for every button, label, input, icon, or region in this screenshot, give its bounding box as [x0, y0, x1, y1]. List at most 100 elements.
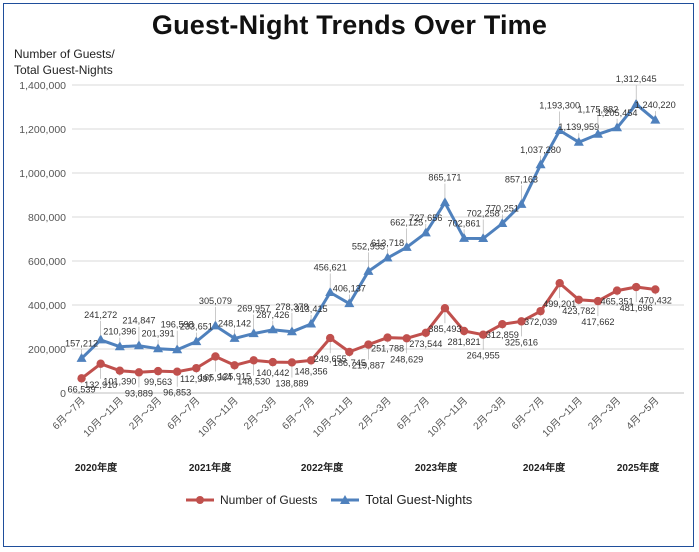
data-point-nights — [153, 343, 164, 353]
x-tick-label: 10月～11月 — [311, 395, 356, 440]
data-point-nights — [191, 336, 202, 346]
data-point-guests — [517, 317, 526, 326]
data-label-guests: 481,696 — [620, 303, 653, 313]
data-label-guests: 465,351 — [600, 297, 633, 307]
data-label-nights: 1,175,882 — [578, 104, 619, 114]
x-tick-label: 10月～11月 — [81, 395, 126, 440]
data-point-guests — [536, 306, 545, 316]
data-point-nights — [478, 233, 489, 243]
data-label-nights: 662,125 — [390, 217, 423, 227]
data-point-nights — [573, 136, 584, 146]
data-label-guests: 186,745 — [333, 358, 366, 368]
data-point-guests — [383, 333, 392, 342]
data-point-guests — [134, 368, 144, 377]
data-point-guests — [325, 333, 335, 343]
data-label-nights: 406,137 — [333, 284, 366, 294]
data-label-guests: 248,629 — [390, 354, 423, 364]
data-label-guests: 93,889 — [125, 388, 153, 398]
x-tick-label: 6月～7月 — [509, 395, 547, 433]
data-label-guests: 112,997 — [180, 374, 213, 384]
x-tick-label: 6月～7月 — [50, 395, 88, 433]
data-label-nights: 214,847 — [122, 316, 155, 326]
y-tick-label: 0 — [60, 388, 66, 400]
data-label-guests: 96,853 — [163, 388, 191, 398]
legend-swatch-nights — [331, 494, 360, 504]
data-label-guests: 470,432 — [639, 296, 672, 306]
data-point-nights — [133, 340, 144, 350]
data-label-nights: 287,426 — [256, 310, 289, 320]
data-label-nights: 210,396 — [103, 327, 136, 337]
y-tick-label: 1,000,000 — [19, 168, 66, 180]
data-label-nights: 1,193,300 — [539, 100, 580, 110]
data-label-nights: 201,391 — [141, 329, 174, 339]
data-label-nights: 278,378 — [275, 302, 308, 312]
data-label-nights: 702,258 — [467, 209, 500, 219]
data-point-guests — [345, 347, 354, 357]
legend-swatch-guests — [186, 495, 214, 504]
data-point-guests — [211, 352, 220, 361]
x-tick-label: 6月～7月 — [394, 395, 432, 433]
data-label-nights: 1,037,280 — [520, 145, 561, 155]
data-label-guests: 273,544 — [409, 339, 442, 349]
data-label-nights: 305,079 — [199, 296, 232, 306]
data-label-guests: 125,915 — [218, 371, 251, 381]
data-point-guests — [498, 319, 507, 329]
data-point-nights — [325, 287, 336, 297]
y-tick-label: 200,000 — [28, 344, 66, 356]
data-point-guests — [440, 303, 450, 313]
data-point-nights — [114, 341, 125, 351]
data-label-nights: 456,621 — [314, 263, 347, 273]
data-point-nights — [439, 197, 450, 207]
data-label-guests: 281,821 — [447, 337, 480, 347]
data-label-nights: 865,171 — [428, 173, 461, 183]
data-label-guests: 140,442 — [256, 368, 289, 378]
data-point-nights — [76, 352, 87, 362]
data-point-nights — [554, 124, 565, 134]
legend-label-guests: Number of Guests — [220, 492, 318, 507]
data-point-nights — [344, 298, 355, 308]
year-label: 2024年度 — [523, 461, 566, 474]
data-point-nights — [286, 326, 297, 336]
x-tick-label: 2月～3月 — [241, 395, 279, 433]
data-point-nights — [401, 241, 412, 251]
data-point-nights — [516, 198, 527, 208]
data-point-nights — [459, 232, 470, 242]
data-point-nights — [248, 328, 259, 338]
data-label-nights: 196,598 — [161, 320, 194, 330]
data-label-nights: 1,139,959 — [558, 122, 599, 132]
data-label-guests: 499,201 — [543, 299, 576, 309]
data-label-nights: 233,651 — [180, 322, 213, 332]
data-point-guests — [115, 366, 125, 375]
data-label-nights: 248,142 — [218, 318, 251, 328]
data-label-nights: 702,861 — [447, 218, 480, 228]
y-axis-label-line2: Total Guest-Nights — [14, 63, 113, 77]
data-label-guests: 165,964 — [199, 372, 232, 382]
data-point-guests — [402, 334, 411, 343]
data-label-guests: 132,910 — [84, 380, 117, 390]
y-tick-label: 800,000 — [28, 212, 66, 224]
data-label-nights: 241,272 — [84, 310, 117, 320]
data-point-nights — [382, 252, 393, 262]
data-label-guests: 66,539 — [68, 384, 96, 394]
chart-frame — [3, 3, 694, 547]
data-point-guests — [306, 356, 316, 365]
data-label-nights: 613,718 — [371, 238, 404, 248]
x-tick-label: 10月～11月 — [540, 395, 585, 440]
data-label-guests: 101,390 — [103, 377, 136, 387]
year-label: 2020年度 — [75, 461, 118, 474]
data-point-guests — [593, 296, 603, 306]
data-point-guests — [268, 357, 278, 367]
legend: Number of Guests Total Guest-Nights — [186, 492, 486, 507]
data-point-guests — [77, 374, 86, 383]
data-point-nights — [267, 324, 278, 334]
data-label-guests: 312,859 — [486, 330, 519, 340]
data-point-nights — [229, 332, 240, 342]
year-label: 2023年度 — [415, 461, 458, 474]
x-tick-label: 10月～11月 — [196, 395, 241, 440]
data-label-guests: 148,356 — [294, 366, 327, 376]
data-label-guests: 148,530 — [237, 376, 270, 386]
data-label-guests: 325,616 — [505, 337, 538, 347]
data-point-nights — [631, 98, 642, 108]
data-label-nights: 552,955 — [352, 241, 385, 251]
year-label: 2025年度 — [617, 461, 660, 474]
